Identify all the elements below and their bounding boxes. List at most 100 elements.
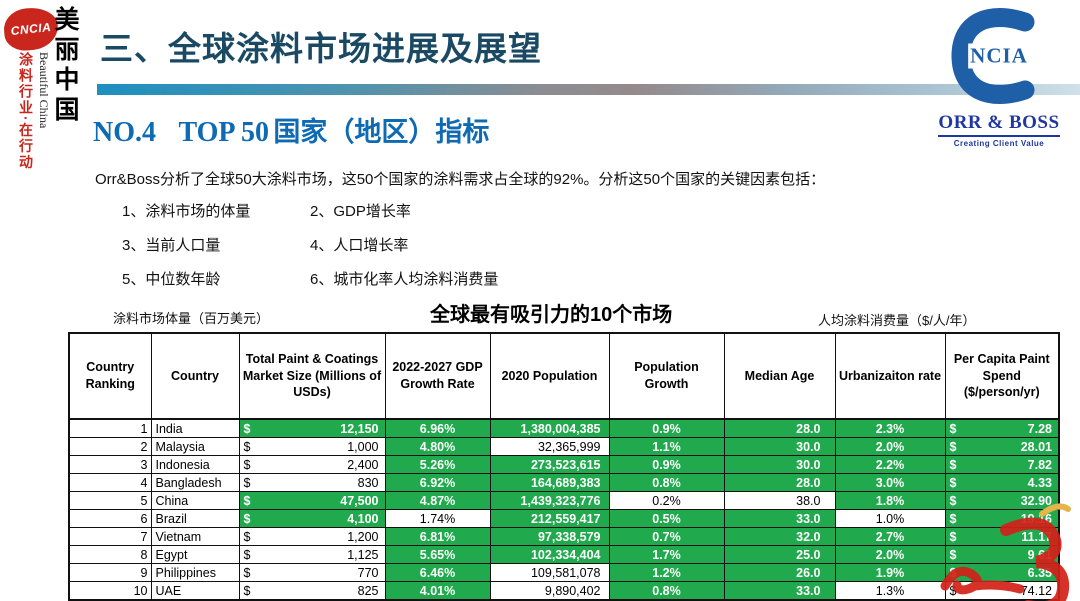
cell-country: Malaysia	[150, 437, 240, 456]
cell-gdp-growth: 6.96%	[384, 418, 491, 438]
cell-pop-growth: 0.8%	[608, 473, 725, 492]
cell-per-capita-spend: $4.33	[944, 473, 1060, 492]
cell-market-size: $1,000	[238, 437, 386, 456]
factor-item: 6、城市化率人均涂料消费量	[310, 271, 499, 288]
cell-per-capita-spend: $6.35	[944, 563, 1060, 582]
cell-pop-growth: 0.5%	[608, 509, 725, 528]
page-title: 三、全球涂料市场进展及展望	[100, 30, 542, 67]
table-unit-note-right: 人均涂料消费量（$/人/年）	[818, 313, 976, 328]
cell-median-age: 38.0	[723, 491, 836, 510]
factor-list: 1、涂料市场的体量 2、GDP增长率 3、当前人口量 4、人口增长率 5、中位数…	[122, 200, 498, 289]
orr-boss-tagline: Creating Client Value	[953, 139, 1045, 148]
cell-rank: 9	[68, 563, 152, 582]
cell-urbanization: 2.3%	[834, 418, 946, 438]
cell-population: 97,338,579	[489, 527, 610, 546]
table-row: 9 Philippines $770 6.46% 109,581,078 1.2% 26.0…	[68, 563, 1060, 582]
cell-rank: 6	[68, 509, 152, 528]
cell-urbanization: 2.2%	[834, 455, 946, 474]
cell-pop-growth: 0.9%	[608, 455, 725, 474]
col-header-pop-growth: Population Growth	[608, 332, 725, 420]
cell-gdp-growth: 4.80%	[384, 437, 491, 456]
cell-country: Indonesia	[150, 455, 240, 474]
intro-paragraph: Orr&Boss分析了全球50大涂料市场，这50个国家的涂料需求占全球的92%。…	[95, 171, 826, 188]
cell-median-age: 25.0	[723, 545, 836, 564]
cell-gdp-growth: 5.65%	[384, 545, 491, 564]
cell-pop-growth: 1.1%	[608, 437, 725, 456]
table-body: 1 India $12,150 6.96% 1,380,004,385 0.9% 28.0 2…	[68, 418, 1060, 601]
cell-population: 1,380,004,385	[489, 418, 610, 438]
cell-per-capita-spend: $19.16	[944, 509, 1060, 528]
col-header-ranking: Country Ranking	[68, 332, 152, 420]
sidebar-subtitle-vertical: Beautiful China	[37, 52, 51, 129]
cell-country: Vietnam	[150, 527, 240, 546]
cell-population: 212,559,417	[489, 509, 610, 528]
cell-per-capita-spend: $32.90	[944, 491, 1060, 510]
cell-rank: 1	[68, 418, 152, 438]
cell-country: Brazil	[150, 509, 240, 528]
cell-pop-growth: 1.7%	[608, 545, 725, 564]
col-header-country: Country	[150, 332, 240, 420]
section-title-en: TOP 50	[178, 117, 269, 148]
col-header-urbanization: Urbanizaiton rate	[834, 332, 946, 420]
cell-pop-growth: 0.2%	[608, 491, 725, 510]
cell-median-age: 26.0	[723, 563, 836, 582]
cell-gdp-growth: 1.74%	[384, 509, 491, 528]
ncia-logo-text: NCIA	[968, 43, 1030, 69]
section-title-cn: 国家（地区）指标	[273, 117, 490, 147]
cell-market-size: $1,125	[238, 545, 386, 564]
col-header-gdp-growth: 2022-2027 GDP Growth Rate	[384, 332, 491, 420]
cell-gdp-growth: 5.26%	[384, 455, 491, 474]
cell-country: Philippines	[150, 563, 240, 582]
table-row: 5 China $47,500 4.87% 1,439,323,776 0.2% 38.0 1…	[68, 491, 1060, 510]
section-number: NO.4	[93, 117, 156, 148]
factor-item: 4、人口增长率	[310, 237, 409, 254]
cell-median-age: 33.0	[723, 581, 836, 601]
cell-country: India	[150, 418, 240, 438]
cell-market-size: $2,400	[238, 455, 386, 474]
cell-gdp-growth: 4.87%	[384, 491, 491, 510]
table-unit-note-left: 涂料市场体量（百万美元）	[113, 311, 270, 326]
table-row: 8 Egypt $1,125 5.65% 102,334,404 1.7% 25.0 2.0%…	[68, 545, 1060, 564]
cell-market-size: $4,100	[238, 509, 386, 528]
cell-pop-growth: 1.2%	[608, 563, 725, 582]
factor-item: 1、涂料市场的体量	[122, 203, 251, 220]
cell-rank: 10	[68, 581, 152, 601]
table-row: 2 Malaysia $1,000 4.80% 32,365,999 1.1% 30.0 2.…	[68, 437, 1060, 456]
cell-urbanization: 3.0%	[834, 473, 946, 492]
col-header-per-capita-spend: Per Capita Paint Spend ($/person/yr)	[944, 332, 1060, 420]
cell-urbanization: 2.0%	[834, 545, 946, 564]
cell-gdp-growth: 6.46%	[384, 563, 491, 582]
cell-urbanization: 2.7%	[834, 527, 946, 546]
cell-market-size: $12,150	[238, 418, 386, 438]
cell-per-capita-spend: $7.28	[944, 418, 1060, 438]
cell-pop-growth: 0.9%	[608, 418, 725, 438]
cell-rank: 8	[68, 545, 152, 564]
cell-population: 109,581,078	[489, 563, 610, 582]
cell-median-age: 30.0	[723, 455, 836, 474]
cell-median-age: 28.0	[723, 418, 836, 438]
cell-rank: 3	[68, 455, 152, 474]
cell-urbanization: 1.0%	[834, 509, 946, 528]
cell-market-size: $47,500	[238, 491, 386, 510]
cell-population: 9,890,402	[489, 581, 610, 601]
cell-gdp-growth: 6.92%	[384, 473, 491, 492]
cell-population: 164,689,383	[489, 473, 610, 492]
factor-item: 3、当前人口量	[122, 237, 221, 254]
table-row: 4 Bangladesh $830 6.92% 164,689,383 0.8% 28.0 3…	[68, 473, 1060, 492]
cell-country: Bangladesh	[150, 473, 240, 492]
cell-country: UAE	[150, 581, 240, 601]
cell-median-age: 30.0	[723, 437, 836, 456]
cell-rank: 4	[68, 473, 152, 492]
cell-median-age: 33.0	[723, 509, 836, 528]
factor-item: 2、GDP增长率	[310, 203, 411, 220]
table-row: 3 Indonesia $2,400 5.26% 273,523,615 0.9% 30.0…	[68, 455, 1060, 474]
cell-population: 102,334,404	[489, 545, 610, 564]
cell-gdp-growth: 4.01%	[384, 581, 491, 601]
cell-rank: 5	[68, 491, 152, 510]
cell-population: 32,365,999	[489, 437, 610, 456]
cell-urbanization: 2.0%	[834, 437, 946, 456]
cell-market-size: $770	[238, 563, 386, 582]
cell-gdp-growth: 6.81%	[384, 527, 491, 546]
ncia-c-icon: NCIA	[949, 6, 1049, 106]
